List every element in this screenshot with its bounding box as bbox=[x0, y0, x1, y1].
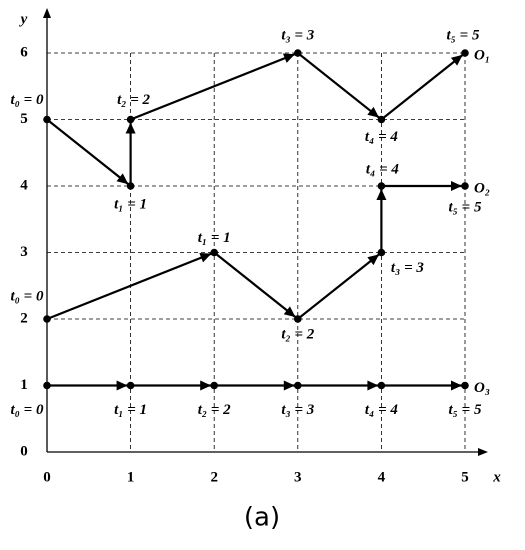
point-label: t₂ = 2 bbox=[117, 92, 150, 108]
trajectory-point bbox=[126, 381, 135, 390]
trajectory-point bbox=[461, 49, 469, 57]
point-label: t₄ = 4 bbox=[365, 402, 398, 418]
trajectory-point bbox=[43, 381, 51, 390]
point-label: t₃ = 3 bbox=[281, 402, 314, 418]
arrowhead bbox=[451, 380, 462, 391]
x-tick-label: 4 bbox=[378, 469, 386, 485]
trajectory-point bbox=[461, 182, 469, 190]
point-label: t₁ = 1 bbox=[114, 402, 147, 418]
arrowhead bbox=[116, 380, 128, 391]
y-axis-label: y bbox=[19, 11, 28, 27]
point-label: t₃ = 3 bbox=[391, 260, 424, 276]
point-label: t₀ = 0 bbox=[11, 402, 44, 418]
point-label: t₂ = 2 bbox=[281, 326, 314, 342]
point-label: t₁ = 1 bbox=[114, 196, 147, 212]
trajectory-point bbox=[294, 381, 302, 390]
x-axis-arrow bbox=[478, 448, 488, 456]
arrowhead bbox=[282, 53, 296, 63]
arrowhead bbox=[200, 380, 212, 391]
y-tick-label: 6 bbox=[20, 44, 28, 60]
y-tick-label: 3 bbox=[20, 244, 28, 260]
legend-label: O₂ bbox=[474, 180, 490, 196]
point-label: t₂ = 2 bbox=[198, 402, 231, 418]
point-label: t₅ = 5 bbox=[447, 27, 480, 43]
arrowhead bbox=[376, 189, 387, 200]
trajectory-point bbox=[43, 315, 51, 323]
x-tick-label: 5 bbox=[461, 469, 469, 485]
trajectory-line bbox=[46, 51, 466, 189]
legend-label: O₁ bbox=[474, 47, 490, 63]
caption: (a) bbox=[244, 503, 280, 533]
trajectory-point bbox=[43, 115, 51, 124]
y-tick-label: 5 bbox=[20, 111, 28, 127]
point-label: t₅ = 5 bbox=[449, 402, 482, 418]
x-tick-label: 1 bbox=[127, 469, 135, 485]
trajectory-point bbox=[377, 381, 386, 390]
y-tick-label: 4 bbox=[20, 177, 28, 193]
point-label: t₃ = 3 bbox=[281, 27, 314, 43]
trajectory-point bbox=[377, 248, 386, 257]
arrowhead bbox=[450, 54, 463, 66]
x-axis-label: x bbox=[492, 469, 501, 485]
arrowhead bbox=[199, 253, 212, 263]
trajectory-point bbox=[126, 182, 135, 190]
trajectory-point bbox=[126, 115, 135, 124]
arrowhead bbox=[367, 254, 380, 266]
x-tick-label: 3 bbox=[294, 469, 302, 485]
arrowhead bbox=[367, 106, 380, 118]
point-label: t₅ = 5 bbox=[449, 199, 482, 215]
x-tick-label: 0 bbox=[43, 469, 51, 485]
point-label: t₄ = 4 bbox=[366, 161, 399, 177]
arrowhead bbox=[116, 173, 129, 185]
point-label: t₀ = 0 bbox=[11, 92, 44, 108]
arrowhead bbox=[125, 122, 136, 134]
trajectory-point bbox=[210, 248, 218, 257]
trajectory-point bbox=[294, 49, 302, 57]
y-axis-arrow bbox=[43, 8, 51, 18]
trajectory-point bbox=[377, 182, 386, 190]
trajectory-point bbox=[294, 315, 302, 323]
point-label: t₄ = 4 bbox=[365, 129, 398, 145]
arrowhead bbox=[451, 181, 462, 191]
arrowhead bbox=[367, 380, 379, 391]
point-label: t₁ = 1 bbox=[198, 230, 231, 246]
arrowhead bbox=[283, 380, 295, 391]
trajectory-point bbox=[210, 381, 218, 390]
arrowhead bbox=[283, 306, 296, 318]
trajectory-point bbox=[377, 115, 386, 124]
legend-label: O₃ bbox=[474, 380, 490, 396]
y-tick-label: 2 bbox=[20, 310, 28, 326]
trajectory-point bbox=[461, 381, 469, 390]
y-tick-label: 1 bbox=[20, 377, 28, 393]
y-tick-label: 0 bbox=[20, 443, 28, 459]
trajectory-line bbox=[46, 184, 465, 321]
point-label: t₀ = 0 bbox=[11, 288, 44, 304]
x-tick-label: 2 bbox=[210, 469, 218, 485]
